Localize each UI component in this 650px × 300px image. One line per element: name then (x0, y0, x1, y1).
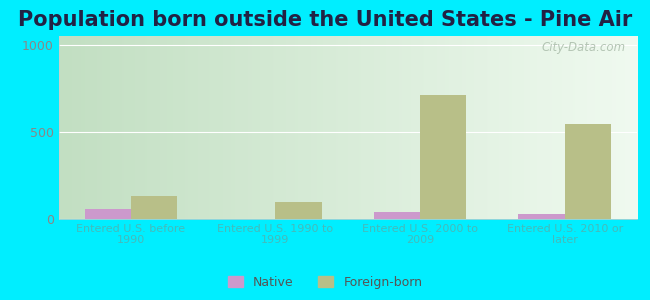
Bar (374, 212, 420, 219)
Bar (84, 209, 131, 219)
Text: Population born outside the United States - Pine Air: Population born outside the United State… (18, 11, 632, 31)
Bar (420, 95, 466, 219)
Bar (131, 196, 177, 219)
Bar (519, 214, 565, 219)
Bar (565, 124, 611, 219)
Text: City-Data.com: City-Data.com (541, 41, 625, 55)
Legend: Native, Foreign-born: Native, Foreign-born (223, 271, 427, 294)
Bar (276, 202, 322, 219)
